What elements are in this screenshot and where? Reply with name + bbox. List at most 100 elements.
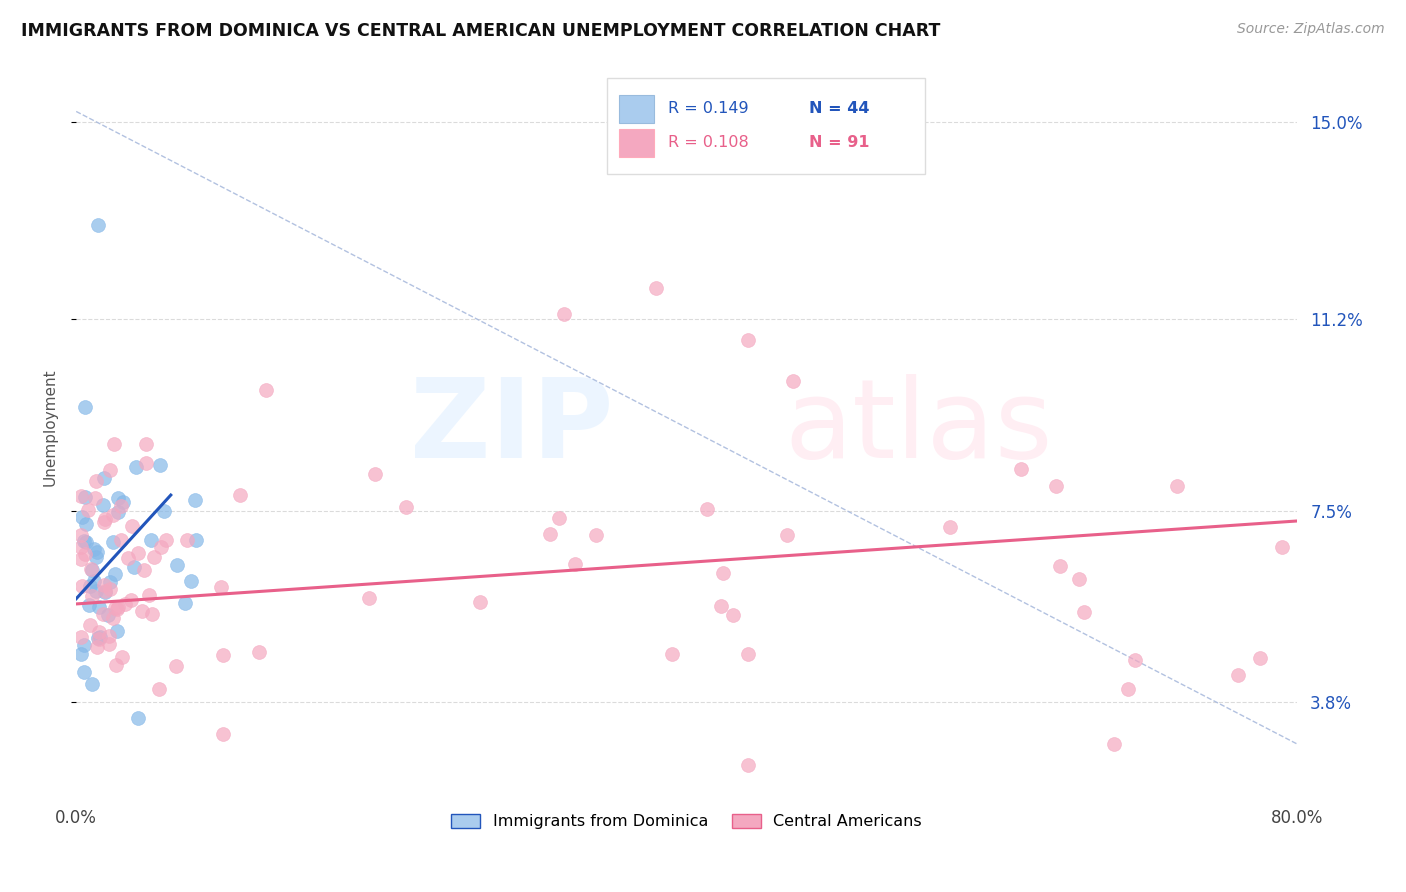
- Point: [93, 583, 115, 598]
- Point: [710, 599, 733, 613]
- Point: [77, 598, 100, 612]
- Point: [107, 600, 129, 615]
- Legend: Immigrants from Dominica, Central Americans: Immigrants from Dominica, Central Americ…: [444, 807, 928, 836]
- Point: [782, 374, 804, 388]
- Point: [174, 596, 197, 610]
- Point: [180, 574, 202, 588]
- Point: [645, 281, 668, 295]
- Point: [93, 471, 115, 485]
- Point: [564, 557, 586, 571]
- Point: [152, 504, 174, 518]
- Point: [104, 567, 127, 582]
- Point: [468, 595, 491, 609]
- Point: [1069, 572, 1091, 586]
- Point: [98, 582, 121, 596]
- Point: [711, 566, 734, 580]
- Point: [212, 727, 235, 741]
- Point: [135, 456, 157, 470]
- Point: [184, 493, 207, 508]
- Point: [69, 541, 91, 555]
- Point: [79, 618, 101, 632]
- Point: [70, 648, 93, 662]
- Point: [585, 528, 607, 542]
- Point: [247, 645, 270, 659]
- Point: [209, 580, 232, 594]
- Point: [84, 491, 107, 505]
- Point: [89, 632, 111, 646]
- Point: [86, 545, 108, 559]
- Point: [77, 503, 100, 517]
- Point: [82, 590, 104, 604]
- Text: R = 0.149: R = 0.149: [668, 102, 749, 117]
- Point: [139, 533, 162, 547]
- Point: [86, 640, 108, 655]
- Point: [97, 638, 120, 652]
- Point: [104, 657, 127, 672]
- Point: [149, 458, 172, 472]
- Point: [107, 505, 129, 519]
- Point: [75, 517, 97, 532]
- Text: ZIP: ZIP: [411, 374, 613, 481]
- Point: [89, 630, 111, 644]
- Text: N = 44: N = 44: [808, 102, 869, 117]
- Text: Source: ZipAtlas.com: Source: ZipAtlas.com: [1237, 22, 1385, 37]
- Point: [155, 533, 177, 547]
- Point: [101, 611, 124, 625]
- Point: [112, 495, 135, 509]
- Point: [114, 597, 136, 611]
- Point: [547, 510, 569, 524]
- Point: [1049, 559, 1071, 574]
- Point: [87, 632, 110, 646]
- FancyBboxPatch shape: [620, 128, 654, 157]
- Point: [69, 552, 91, 566]
- Point: [87, 600, 110, 615]
- Point: [91, 607, 114, 622]
- Point: [135, 436, 157, 450]
- Point: [94, 585, 117, 599]
- Point: [723, 608, 745, 623]
- Point: [83, 542, 105, 557]
- Point: [254, 383, 277, 397]
- Point: [84, 549, 107, 564]
- Text: R = 0.108: R = 0.108: [668, 136, 749, 150]
- Point: [73, 534, 96, 549]
- Point: [97, 629, 120, 643]
- Point: [776, 528, 799, 542]
- Point: [148, 682, 170, 697]
- Point: [98, 463, 121, 477]
- Point: [176, 533, 198, 548]
- Point: [228, 488, 250, 502]
- Text: IMMIGRANTS FROM DOMINICA VS CENTRAL AMERICAN UNEMPLOYMENT CORRELATION CHART: IMMIGRANTS FROM DOMINICA VS CENTRAL AMER…: [21, 22, 941, 40]
- Point: [69, 631, 91, 645]
- Point: [142, 549, 165, 564]
- Point: [149, 540, 172, 554]
- Point: [93, 515, 115, 529]
- Point: [131, 604, 153, 618]
- Point: [87, 624, 110, 639]
- Point: [86, 219, 108, 233]
- Point: [166, 558, 188, 572]
- Point: [83, 574, 105, 589]
- Point: [97, 607, 120, 622]
- Point: [138, 588, 160, 602]
- Point: [72, 638, 94, 652]
- Point: [661, 647, 683, 661]
- Point: [105, 601, 128, 615]
- Point: [737, 757, 759, 772]
- Point: [104, 600, 127, 615]
- Point: [141, 607, 163, 621]
- Point: [110, 650, 132, 665]
- Point: [101, 534, 124, 549]
- Point: [93, 578, 115, 592]
- Point: [91, 498, 114, 512]
- Point: [364, 467, 387, 481]
- Point: [79, 579, 101, 593]
- Point: [103, 437, 125, 451]
- Point: [538, 527, 561, 541]
- Point: [117, 551, 139, 566]
- Point: [132, 563, 155, 577]
- Point: [80, 677, 103, 691]
- Point: [737, 333, 759, 347]
- Point: [70, 509, 93, 524]
- Point: [121, 519, 143, 533]
